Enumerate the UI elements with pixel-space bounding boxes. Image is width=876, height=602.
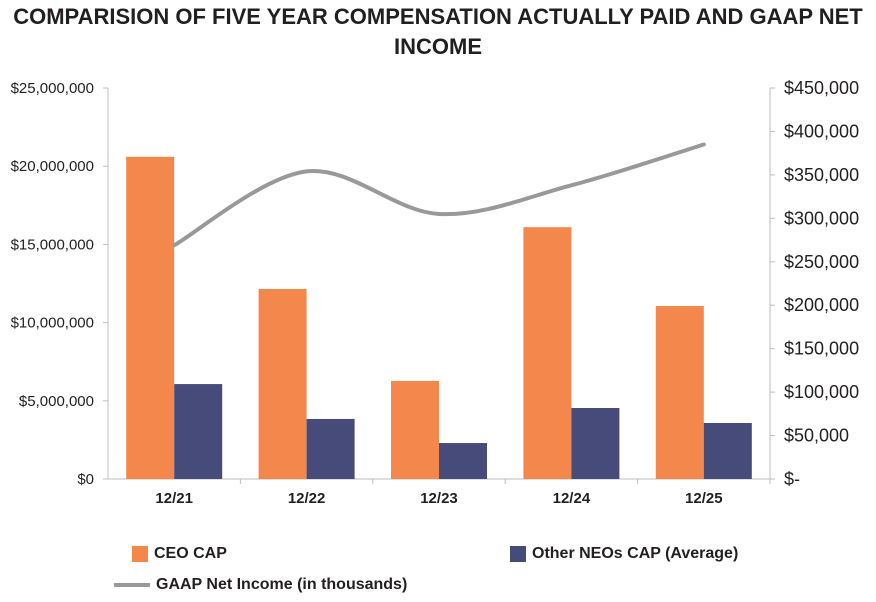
legend-swatch-neos [510, 546, 526, 562]
x-tick-label: 12/21 [155, 490, 193, 507]
bar-ceo-cap [523, 227, 572, 479]
bar-other-neos-cap [703, 423, 752, 479]
right-tick-label: $200,000 [784, 295, 859, 315]
bar-other-neos-cap [439, 443, 487, 479]
bar-ceo-cap [655, 306, 704, 479]
right-tick-label: $400,000 [784, 121, 859, 141]
x-tick-label: 12/24 [553, 490, 591, 507]
bar-other-neos-cap [306, 418, 355, 479]
bar-ceo-cap [391, 380, 439, 479]
right-tick-label: $150,000 [784, 339, 859, 359]
right-tick-label: $450,000 [784, 78, 859, 98]
left-tick-label: $5,000,000 [19, 393, 94, 410]
bar-ceo-cap [126, 156, 175, 480]
right-tick-label: $250,000 [784, 252, 859, 272]
legend-label: CEO CAP [154, 545, 227, 562]
legend-item-other-neos: Other NEOs CAP (Average) [510, 545, 738, 563]
line-gaap-net-income [172, 142, 706, 248]
x-tick-label: 12/22 [288, 490, 326, 507]
legend-swatch-ceo [132, 546, 148, 562]
left-tick-label: $15,000,000 [11, 236, 94, 253]
legend-item-net-income: GAAP Net Income (in thousands) [114, 576, 407, 594]
legend-label: GAAP Net Income (in thousands) [156, 576, 408, 593]
left-tick-label: $10,000,000 [11, 315, 94, 332]
right-tick-label: $50,000 [784, 426, 849, 446]
legend-line-net-income [114, 583, 150, 587]
legend-item-ceo-cap: CEO CAP [132, 545, 227, 563]
x-tick-label: 12/25 [685, 490, 723, 507]
right-tick-label: $300,000 [784, 208, 859, 228]
chart-title: COMPARISION OF FIVE YEAR COMPENSATION AC… [13, 4, 863, 59]
x-tick-label: 12/23 [420, 490, 458, 507]
left-tick-label: $25,000,000 [11, 80, 94, 97]
legend-label: Other NEOs CAP (Average) [532, 545, 739, 562]
left-tick-label: $20,000,000 [11, 158, 94, 175]
right-tick-label: $350,000 [784, 165, 859, 185]
right-tick-label: $100,000 [784, 382, 859, 402]
left-tick-label: $0 [77, 471, 94, 488]
right-tick-label: $- [784, 469, 800, 489]
bar-other-neos-cap [571, 407, 620, 479]
bar-ceo-cap [258, 288, 307, 479]
bar-other-neos-cap [174, 384, 223, 479]
